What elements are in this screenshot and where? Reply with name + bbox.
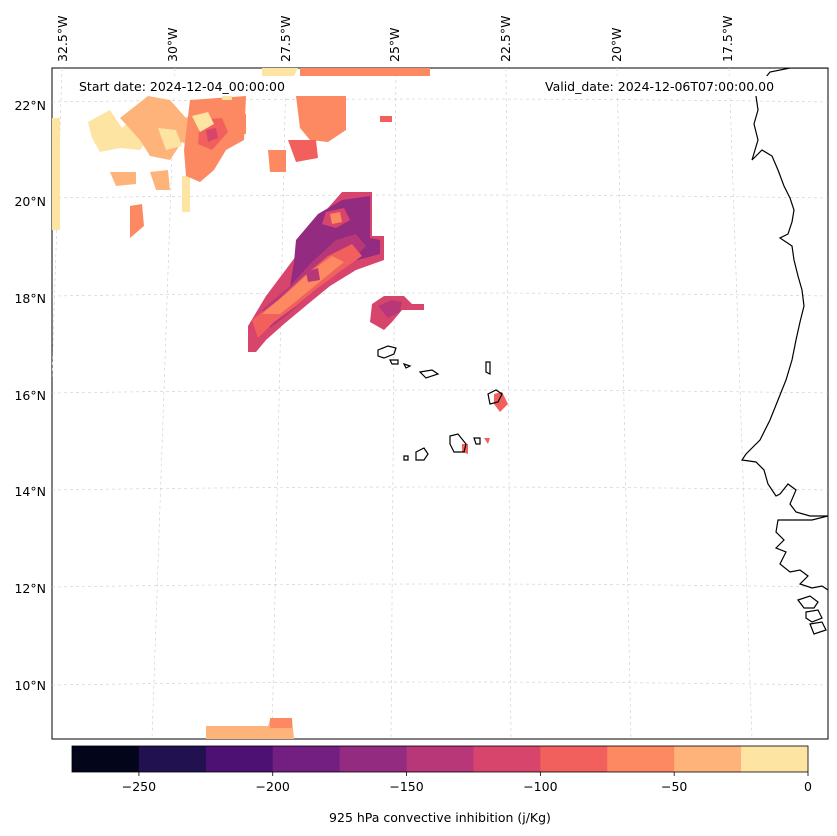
lon-label: 22.5°W (498, 16, 513, 62)
longitude-labels: 32.5°W 30°W 27.5°W 25°W 22.5°W 20°W 17.5… (55, 16, 735, 62)
colorbar-swatch (540, 746, 608, 772)
colorbar-ticks: −250 −200 −150 −100 −50 0 (122, 772, 812, 794)
colorbar-swatch (72, 746, 140, 772)
lon-label: 25°W (387, 27, 402, 62)
lat-label: 16°N (14, 388, 46, 403)
colorbar-swatch (473, 746, 541, 772)
start-date-text: Start date: 2024-12-04_00:00:00 (79, 79, 285, 94)
colorbar-swatch (607, 746, 675, 772)
valid-date-text: Valid_date: 2024-12-06T07:00:00.00 (545, 79, 774, 94)
colorbar-tick-label: −200 (256, 779, 290, 794)
colorbar-tick-label: 0 (804, 779, 812, 794)
colorbar (71, 745, 809, 773)
colorbar-frame (71, 745, 809, 773)
valid-date-box (540, 76, 806, 96)
bissagos-islands (797, 595, 827, 635)
colorbar-tick-label: −250 (122, 779, 156, 794)
start-date-box (76, 76, 316, 96)
colorbar-swatch (138, 746, 207, 772)
latitude-labels: 22°N 20°N 18°N 16°N 14°N 12°N 10°N (14, 98, 46, 693)
gambia-guinea-coastline (774, 515, 828, 591)
colorbar-swatch (406, 746, 474, 772)
cape-verde-islands (377, 345, 503, 461)
lon-label: 20°W (609, 27, 624, 62)
colorbar-tick-label: −50 (661, 779, 687, 794)
colorbar-swatch (339, 746, 408, 772)
colorbar-swatch (674, 746, 742, 772)
lon-label: 17.5°W (720, 16, 735, 62)
cin-field (52, 68, 508, 739)
lat-label: 20°N (14, 194, 46, 209)
lat-label: 18°N (14, 291, 46, 306)
map-frame (51, 67, 829, 740)
lat-label: 14°N (14, 484, 46, 499)
lon-label: 30°W (165, 27, 180, 62)
colorbar-tick-label: −150 (389, 779, 423, 794)
colorbar-swatch (205, 746, 274, 772)
lat-label: 10°N (14, 678, 46, 693)
colorbar-tick-label: −100 (523, 779, 557, 794)
colorbar-swatch (741, 746, 809, 772)
colorbar-label: 925 hPa convective inhibition (j/Kg) (329, 810, 551, 825)
africa-coastline (740, 68, 828, 517)
colorbar-swatch (272, 746, 341, 772)
lon-label: 32.5°W (55, 16, 70, 62)
lat-label: 22°N (14, 98, 46, 113)
lat-label: 12°N (14, 581, 46, 596)
lon-label: 27.5°W (278, 16, 293, 62)
